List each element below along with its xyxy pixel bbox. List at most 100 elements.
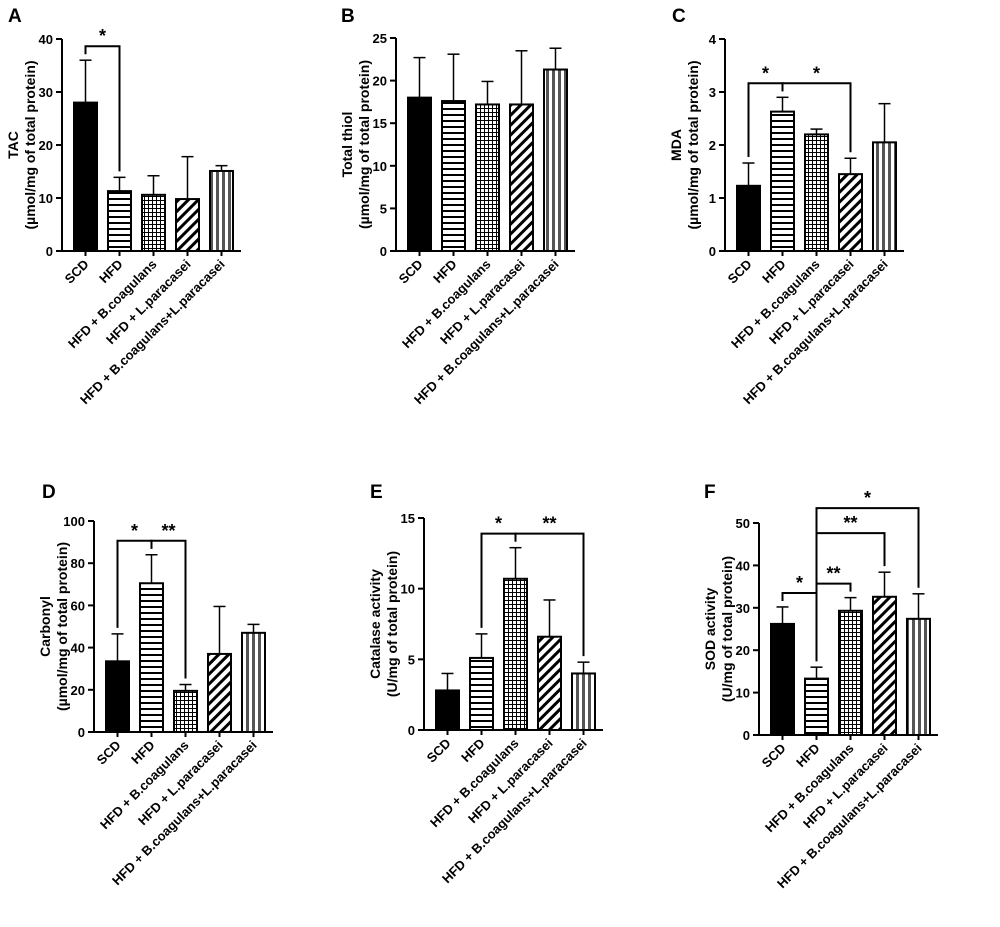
x-tick-label: HFD <box>759 257 788 286</box>
y-tick-label: 40 <box>736 558 750 573</box>
y-tick-label: 0 <box>408 723 415 738</box>
significance-label: ** <box>161 521 175 541</box>
bar <box>141 193 166 253</box>
y-tick-label: 15 <box>373 116 387 131</box>
panel-label: A <box>8 6 22 27</box>
bar <box>73 101 98 252</box>
y-tick-label: 0 <box>743 728 750 743</box>
bar <box>475 103 500 253</box>
bar <box>838 173 863 252</box>
y-tick-label: 4 <box>709 32 717 47</box>
y-tick-label: 10 <box>401 582 415 597</box>
y-axis-unit-label: (µmol/mg of total protein) <box>22 60 38 229</box>
panel-label: D <box>42 482 56 503</box>
chart-panel-a: A TAC (µmol/mg of total protein) 0 10 20 30 40 S… <box>5 6 241 407</box>
y-tick-label: 0 <box>78 725 85 740</box>
y-tick-label: 50 <box>736 516 750 531</box>
y-tick-label: 0 <box>709 244 716 259</box>
chart-panel-e: E Catalase activity (U/mg of total protein… <box>367 482 603 886</box>
bar <box>906 617 931 736</box>
bar <box>173 689 198 733</box>
y-axis-label: Catalase activity <box>367 569 383 679</box>
bar <box>435 689 460 732</box>
y-tick-label: 2 <box>709 138 716 153</box>
bar <box>107 190 132 252</box>
bar <box>838 609 863 737</box>
chart-panel-b: B Total thiol (µmol/mg of total protein) 0 5… <box>339 6 575 407</box>
significance-label: ** <box>843 513 857 533</box>
y-tick-label: 80 <box>71 556 85 571</box>
y-axis-unit-label: (µmol/mg of total protein) <box>685 60 701 229</box>
y-axis-label: Total thiol <box>339 112 355 178</box>
significance-label: * <box>864 488 871 508</box>
bar <box>872 595 897 736</box>
y-tick-label: 60 <box>71 598 85 613</box>
y-axis-label: Carbonyl <box>37 596 53 657</box>
x-tick-label: HFD <box>96 257 125 286</box>
y-tick-label: 0 <box>46 244 53 259</box>
bar <box>407 96 432 252</box>
bar <box>770 622 795 736</box>
y-tick-label: 20 <box>39 138 53 153</box>
bar <box>509 103 534 253</box>
significance-label: * <box>796 573 803 593</box>
significance-label: * <box>813 63 820 83</box>
y-axis-unit-label: (µmol/mg of total protein) <box>356 60 372 229</box>
y-tick-label: 5 <box>380 201 387 216</box>
bar <box>804 133 829 252</box>
significance-bracket <box>84 45 121 172</box>
y-tick-label: 30 <box>39 85 53 100</box>
bar <box>441 100 466 252</box>
significance-label: * <box>495 514 502 534</box>
y-tick-label: 20 <box>736 643 750 658</box>
bar <box>571 672 596 732</box>
y-axis-label: TAC <box>5 131 21 159</box>
y-tick-label: 30 <box>736 601 750 616</box>
bar <box>241 631 266 734</box>
y-tick-label: 0 <box>380 244 387 259</box>
panel-label: C <box>672 6 686 27</box>
x-tick-label: HFD <box>793 741 822 770</box>
bar <box>139 582 164 733</box>
bar <box>469 656 494 731</box>
y-tick-label: 40 <box>39 32 53 47</box>
bar <box>537 635 562 731</box>
y-axis-unit-label: (µmol/mg of total protein) <box>54 542 70 711</box>
x-tick-label: SCD <box>725 257 755 287</box>
y-tick-label: 100 <box>63 514 85 529</box>
y-axis-unit-label: (U/mg of total protein) <box>384 551 400 697</box>
x-tick-label: HFD <box>458 736 487 765</box>
significance-bracket <box>150 539 187 679</box>
bar <box>872 141 897 253</box>
x-tick-label: SCD <box>759 741 789 771</box>
significance-label: * <box>762 63 769 83</box>
significance-bracket <box>815 507 920 662</box>
panel-label: B <box>341 6 355 27</box>
significance-label: ** <box>826 564 840 584</box>
y-tick-label: 40 <box>71 641 85 656</box>
chart-panel-d: D Carbonyl (µmol/mg of total protein) 0 20 40… <box>37 482 273 888</box>
chart-panel-c: C MDA (µmol/mg of total protein) 0 1 2 3 4 SCD HF… <box>668 6 904 407</box>
y-tick-label: 5 <box>408 652 415 667</box>
x-tick-label: SCD <box>396 257 426 287</box>
bar <box>503 577 528 731</box>
y-tick-label: 3 <box>709 85 716 100</box>
y-tick-label: 1 <box>709 191 716 206</box>
bar <box>105 660 130 733</box>
y-tick-label: 10 <box>39 191 53 206</box>
x-tick-label: SCD <box>94 738 124 768</box>
y-axis-unit-label: (U/mg of total protein) <box>719 556 735 702</box>
significance-label: * <box>131 521 138 541</box>
significance-bracket <box>514 532 585 657</box>
bar <box>207 652 232 733</box>
x-tick-label: HFD <box>128 738 157 767</box>
significance-bracket <box>781 82 852 153</box>
chart-panel-f: F SOD activity (U/mg of total protein) 0 10 2… <box>702 482 938 891</box>
x-tick-label: HFD <box>430 257 459 286</box>
x-tick-label: SCD <box>424 736 454 766</box>
bar <box>770 110 795 252</box>
panel-label: F <box>704 482 716 503</box>
y-tick-label: 25 <box>373 31 387 46</box>
y-axis-label: MDA <box>668 129 684 161</box>
